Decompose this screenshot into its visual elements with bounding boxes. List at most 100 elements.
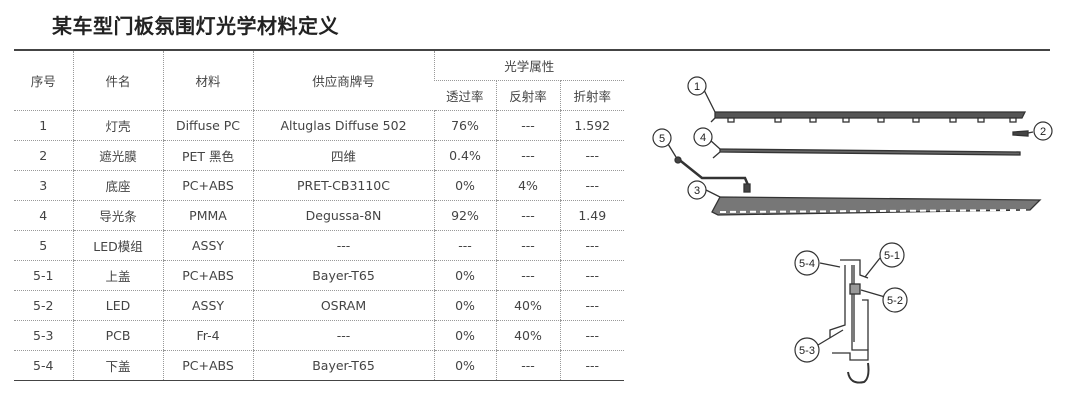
callout-label: 5-4 — [799, 258, 815, 270]
callout-label: 5-2 — [887, 295, 903, 307]
cell-transmittance: 0% — [433, 290, 496, 321]
cell-material: ASSY — [162, 230, 253, 261]
cell-no: 5-4 — [14, 350, 73, 381]
table-row: 5 LED模组 ASSY --- --- --- --- — [14, 230, 624, 261]
table-row: 5-4 下盖 PC+ABS Bayer-T65 0% --- --- — [14, 350, 624, 381]
cell-no: 5-1 — [14, 260, 73, 291]
cell-supplier: Bayer-T65 — [252, 260, 434, 291]
materials-table: 序号 件名 材料 供应商牌号 光学属性 透过率 反射率 折射率 1 灯壳 Diffu… — [14, 51, 624, 381]
callout-label: 3 — [694, 185, 700, 197]
cell-refractive: --- — [559, 350, 624, 381]
cell-refractive: --- — [559, 320, 624, 351]
table-row: 5-2 LED ASSY OSRAM 0% 40% --- — [14, 290, 624, 321]
part-diagram: 1 2 3 4 5 5-1 5-2 5-3 5-4 — [652, 76, 1053, 384]
callout-label: 5 — [659, 133, 665, 145]
cell-no: 5 — [14, 230, 73, 261]
callout-circle — [687, 76, 707, 96]
cell-refractive: --- — [559, 140, 624, 171]
header-optical: 光学属性 — [433, 51, 624, 81]
cell-no: 5-2 — [14, 290, 73, 321]
cell-supplier: Altuglas Diffuse 502 — [252, 110, 434, 141]
table-row: 3 底座 PC+ABS PRET-CB3110C 0% 4% --- — [14, 170, 624, 201]
cell-reflectance: --- — [495, 260, 560, 291]
callout-label: 5-3 — [799, 345, 815, 357]
cell-reflectance: --- — [495, 140, 560, 171]
table-row: 2 遮光膜 PET 黑色 四维 0.4% --- --- — [14, 140, 624, 171]
header-refractive: 折射率 — [559, 80, 624, 111]
cell-part: 遮光膜 — [72, 140, 163, 171]
cell-material: PC+ABS — [162, 260, 253, 291]
cell-part: 上盖 — [72, 260, 163, 291]
cell-no: 5-3 — [14, 320, 73, 351]
cell-material: PMMA — [162, 200, 253, 231]
cell-refractive: --- — [559, 170, 624, 201]
cell-part: LED模组 — [72, 230, 163, 261]
cell-transmittance: 0.4% — [433, 140, 496, 171]
callout-label: 4 — [700, 132, 706, 144]
callout-circle — [794, 250, 820, 276]
cell-material: PET 黑色 — [162, 140, 253, 171]
header-reflectance: 反射率 — [495, 80, 560, 111]
cell-reflectance: --- — [495, 350, 560, 381]
cell-reflectance: --- — [495, 110, 560, 141]
callout-label: 2 — [1040, 126, 1046, 138]
cell-refractive: --- — [559, 230, 624, 261]
callout-circle — [882, 287, 908, 313]
callout-label: 1 — [694, 81, 700, 93]
cell-transmittance: 76% — [433, 110, 496, 141]
cell-part: 导光条 — [72, 200, 163, 231]
callout-circle — [1033, 121, 1053, 141]
cell-material: Fr-4 — [162, 320, 253, 351]
cell-material: Diffuse PC — [162, 110, 253, 141]
cell-part: 下盖 — [72, 350, 163, 381]
cell-no: 3 — [14, 170, 73, 201]
callout-circle — [879, 242, 905, 268]
cell-transmittance: 0% — [433, 350, 496, 381]
cell-supplier: OSRAM — [252, 290, 434, 321]
table-row: 5-1 上盖 PC+ABS Bayer-T65 0% --- --- — [14, 260, 624, 291]
cell-supplier: --- — [252, 230, 434, 261]
table-row: 4 导光条 PMMA Degussa-8N 92% --- 1.49 — [14, 200, 624, 231]
cell-transmittance: 0% — [433, 260, 496, 291]
cell-refractive: --- — [559, 290, 624, 321]
cell-material: PC+ABS — [162, 170, 253, 201]
cell-transmittance: 0% — [433, 320, 496, 351]
cell-reflectance: --- — [495, 230, 560, 261]
cell-supplier: --- — [252, 320, 434, 351]
cell-part: 灯壳 — [72, 110, 163, 141]
table-row: 5-3 PCB Fr-4 --- 0% 40% --- — [14, 320, 624, 351]
cell-no: 1 — [14, 110, 73, 141]
cell-refractive: --- — [559, 260, 624, 291]
cell-transmittance: 0% — [433, 170, 496, 201]
cell-part: 底座 — [72, 170, 163, 201]
page-title: 某车型门板氛围灯光学材料定义 — [52, 14, 339, 38]
cell-reflectance: 40% — [495, 320, 560, 351]
callout-label: 5-1 — [884, 250, 900, 262]
header-no: 序号 — [14, 51, 73, 111]
cell-material: PC+ABS — [162, 350, 253, 381]
cell-refractive: 1.592 — [559, 110, 624, 141]
cell-part: LED — [72, 290, 163, 321]
header-part: 件名 — [72, 51, 163, 111]
callout-circle — [794, 337, 820, 363]
cell-reflectance: 4% — [495, 170, 560, 201]
cell-no: 2 — [14, 140, 73, 171]
cell-transmittance: --- — [433, 230, 496, 261]
cell-refractive: 1.49 — [559, 200, 624, 231]
cell-part: PCB — [72, 320, 163, 351]
cell-material: ASSY — [162, 290, 253, 321]
header-supplier: 供应商牌号 — [252, 51, 434, 111]
callout-circle — [652, 128, 672, 148]
cell-supplier: PRET-CB3110C — [252, 170, 434, 201]
table-row: 1 灯壳 Diffuse PC Altuglas Diffuse 502 76% --- 1… — [14, 110, 624, 141]
cell-supplier: 四维 — [252, 140, 434, 171]
cell-reflectance: --- — [495, 200, 560, 231]
cell-supplier: Degussa-8N — [252, 200, 434, 231]
divider — [14, 49, 1050, 51]
cell-supplier: Bayer-T65 — [252, 350, 434, 381]
header-transmittance: 透过率 — [434, 80, 496, 111]
cell-transmittance: 92% — [433, 200, 496, 231]
callout-circle — [687, 180, 707, 200]
cell-reflectance: 40% — [495, 290, 560, 321]
cell-no: 4 — [14, 200, 73, 231]
